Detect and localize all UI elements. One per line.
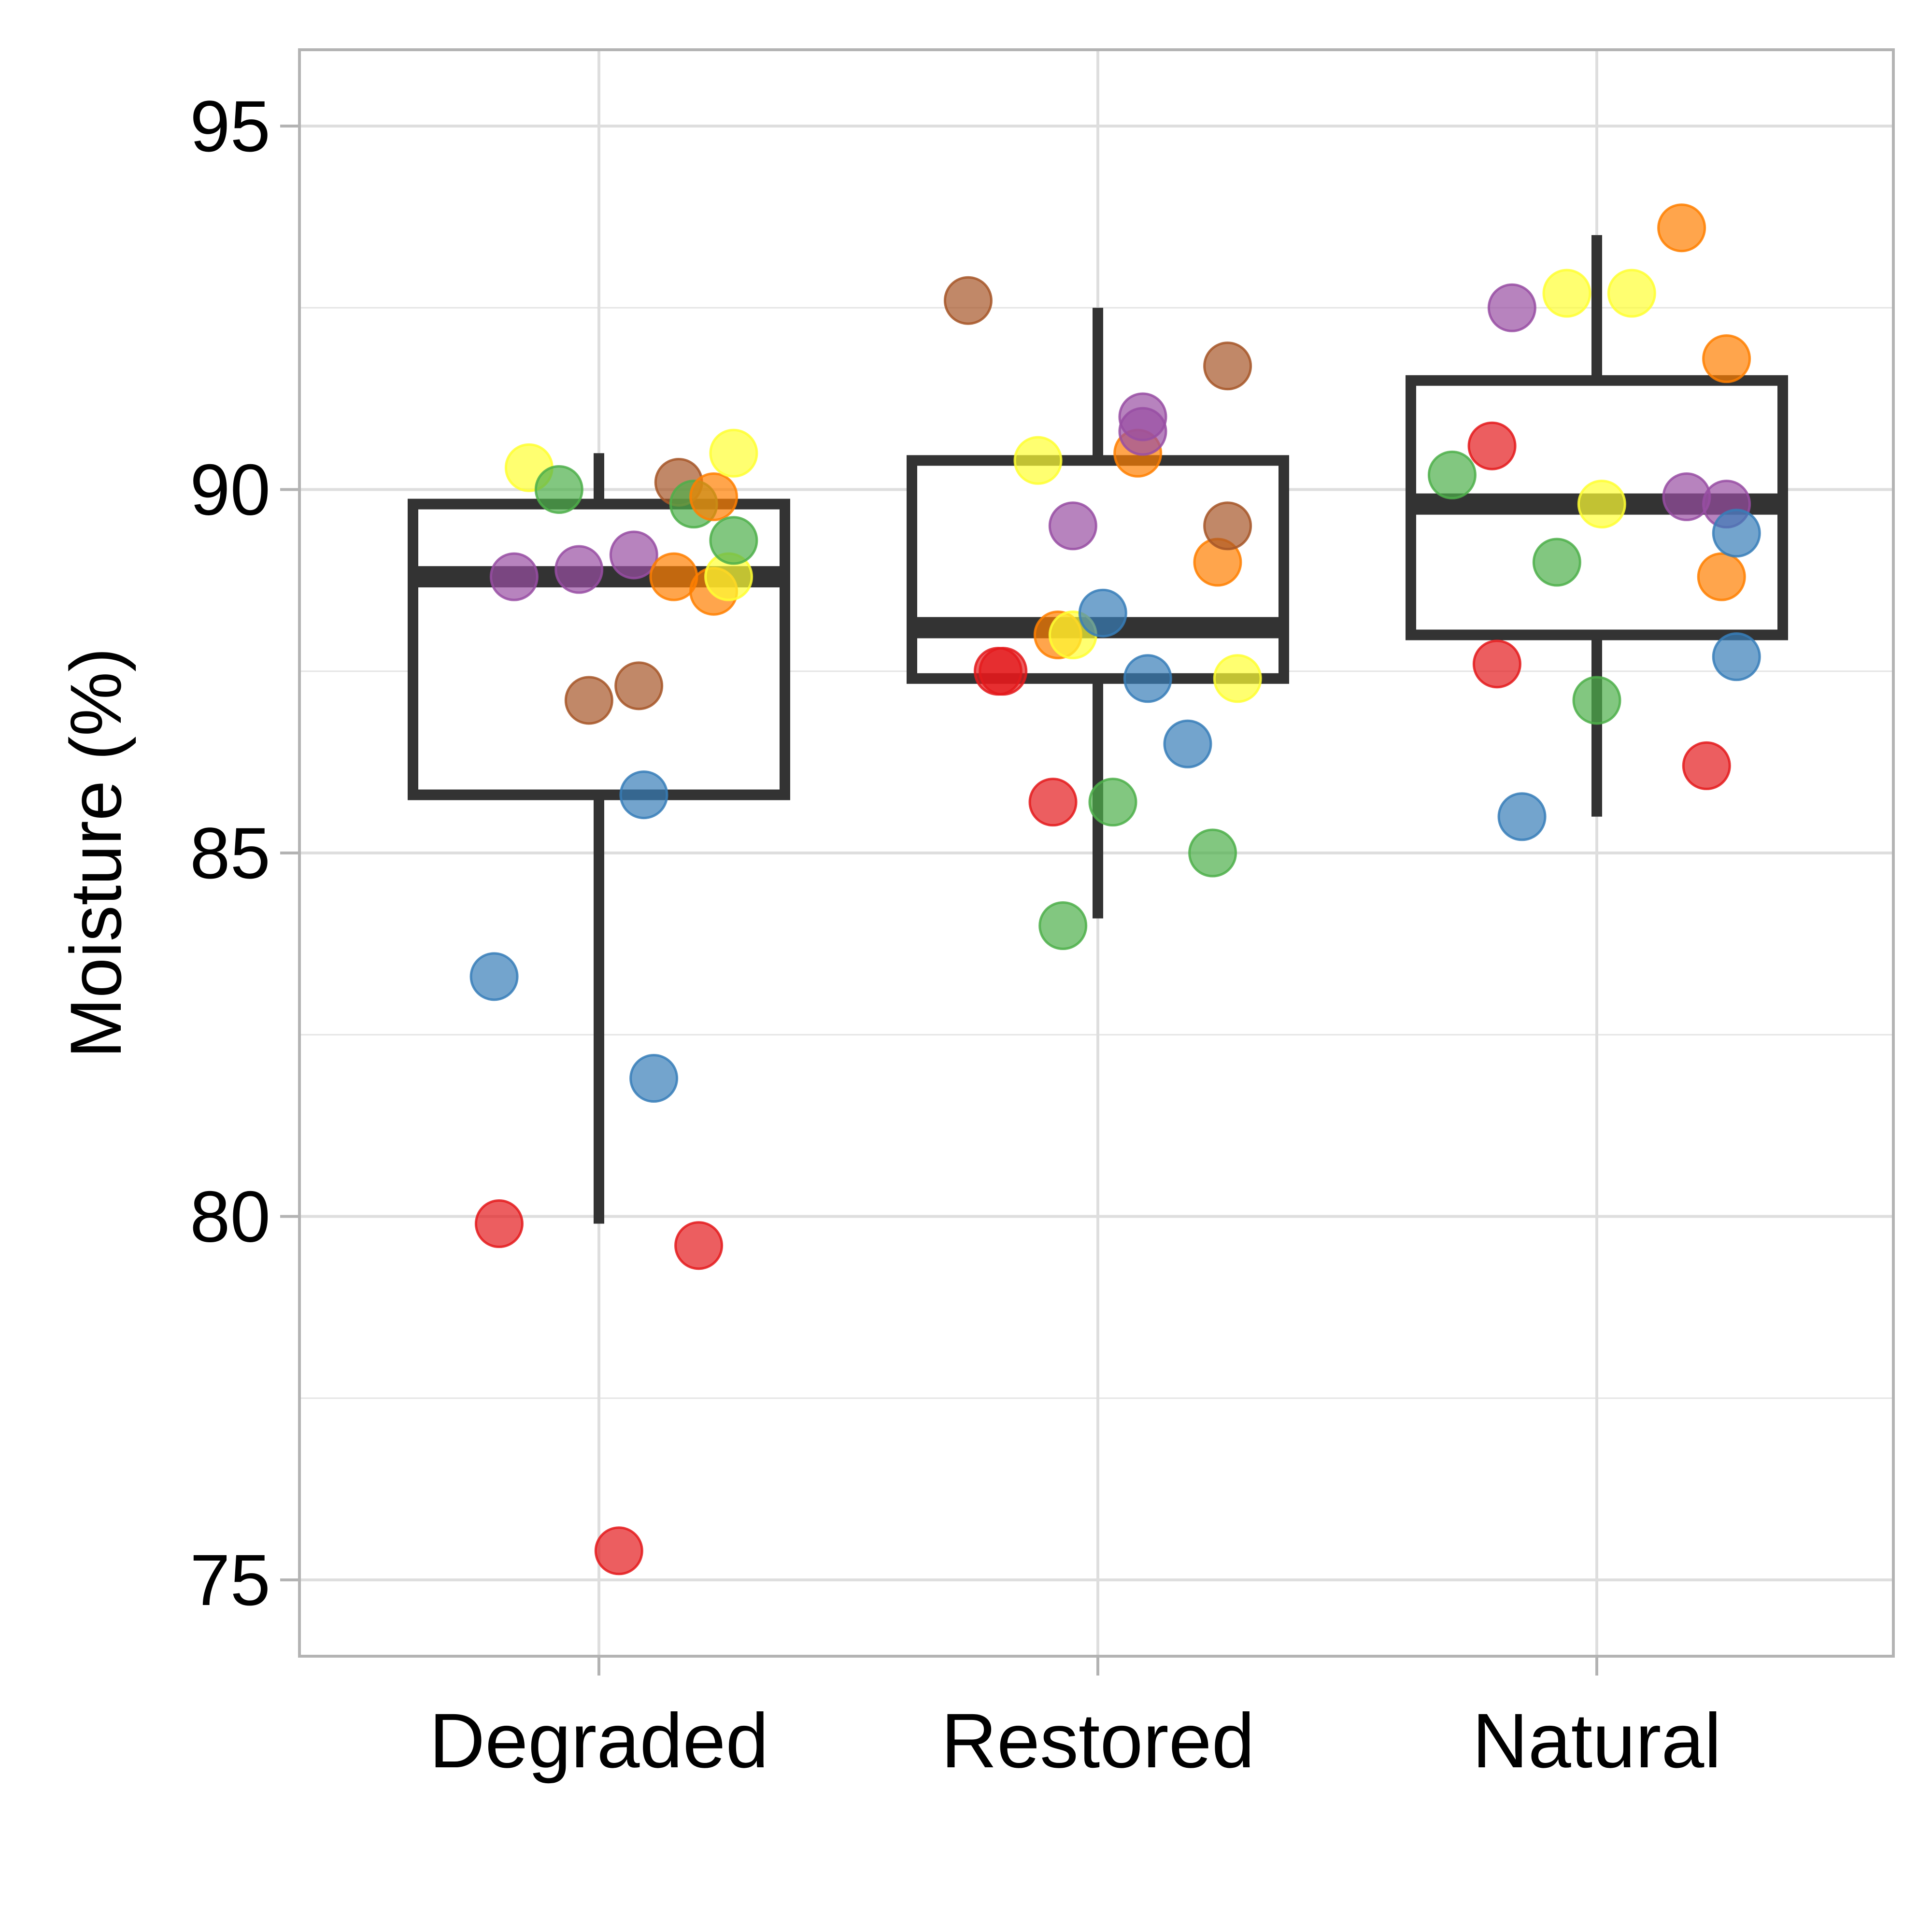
y-tick-label: 80 — [190, 1176, 270, 1257]
data-point — [619, 770, 668, 820]
data-point — [943, 276, 993, 325]
data-point — [614, 661, 664, 710]
data-point — [1697, 552, 1746, 601]
data-point — [709, 428, 758, 478]
jittered-points-layer — [469, 203, 1761, 1576]
data-point — [1203, 501, 1252, 551]
y-axis-title: Moisture (%) — [55, 648, 136, 1058]
data-point — [1467, 421, 1517, 470]
data-point — [689, 472, 739, 522]
data-point — [1712, 632, 1761, 682]
y-tick-label: 90 — [190, 449, 270, 530]
data-point — [1078, 588, 1127, 638]
y-axis: 75 80 85 90 95 — [190, 85, 299, 1620]
data-point — [1118, 407, 1167, 456]
data-point — [489, 552, 539, 601]
data-point — [1497, 792, 1547, 841]
data-point — [534, 465, 583, 514]
data-point — [979, 647, 1028, 696]
data-point — [1577, 480, 1626, 529]
data-point — [1028, 778, 1078, 827]
data-point — [469, 952, 519, 1001]
data-point — [1427, 450, 1477, 499]
data-point — [609, 530, 658, 580]
data-point — [629, 1054, 679, 1103]
data-point — [1013, 436, 1063, 485]
data-point — [1532, 538, 1581, 587]
data-point — [594, 1526, 643, 1576]
data-point — [1657, 203, 1706, 253]
data-point — [1607, 269, 1656, 318]
y-tick-label: 75 — [190, 1539, 270, 1620]
x-axis: Degraded Restored Natural — [429, 1656, 1721, 1784]
data-point — [709, 516, 758, 565]
data-point — [1203, 341, 1252, 391]
y-tick-label: 85 — [190, 812, 270, 894]
x-tick-label: Degraded — [429, 1697, 769, 1784]
data-point — [1472, 639, 1521, 689]
data-point — [1572, 676, 1621, 725]
data-point — [1662, 472, 1711, 522]
data-point — [1712, 509, 1761, 558]
data-point — [564, 676, 613, 725]
data-point — [1048, 501, 1097, 551]
data-point — [1702, 334, 1751, 384]
data-point — [1163, 719, 1212, 768]
data-point — [1213, 654, 1262, 703]
data-point — [1123, 654, 1172, 703]
data-point — [1038, 901, 1088, 950]
x-tick-label: Natural — [1472, 1697, 1721, 1784]
data-point — [674, 1221, 724, 1270]
data-point — [474, 1199, 524, 1249]
data-point — [1542, 269, 1591, 318]
data-point — [1188, 828, 1237, 878]
data-point — [1088, 778, 1137, 827]
data-point — [1487, 283, 1536, 332]
data-point — [1682, 741, 1731, 790]
y-tick-label: 95 — [190, 85, 270, 167]
x-tick-label: Restored — [941, 1697, 1254, 1784]
data-point — [554, 545, 604, 594]
